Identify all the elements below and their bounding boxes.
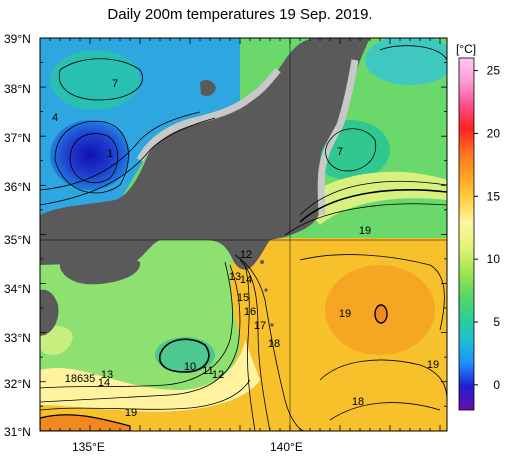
colorbar-scale [458, 57, 475, 411]
lat-label: 39°N [4, 32, 31, 46]
map-title: Daily 200m temperatures 19 Sep. 2019. [107, 6, 373, 23]
transition-band [40, 340, 260, 412]
lat-label: 34°N [4, 282, 31, 296]
lat-label: 32°N [4, 377, 31, 391]
contour-label: 19 [339, 308, 351, 320]
no-data-fringe-east [317, 59, 359, 216]
colorbar-tick-label: 25 [487, 64, 501, 78]
colorbar-unit: [°C] [456, 42, 476, 56]
contour-label: 18635 [65, 373, 96, 385]
contour-label: 14 [240, 274, 252, 286]
cold-eddy [155, 337, 215, 373]
contour-label: 18 [268, 338, 280, 350]
colorbar-tick-label: 20 [487, 126, 501, 140]
contour-label: 14 [98, 377, 110, 389]
lat-axis: 39°N 38°N 37°N 36°N 35°N 34°N 33°N 32°N … [4, 32, 31, 439]
colorbar-tick-label: 10 [487, 252, 501, 266]
land-izu-1 [260, 260, 264, 264]
lat-label: 37°N [4, 131, 31, 145]
land-honshu [40, 38, 355, 270]
contour-label: 12 [212, 369, 224, 381]
colorbar: [°C] 25 20 15 10 5 0 [456, 42, 501, 411]
small-eddy [40, 325, 73, 355]
lat-label: 35°N [4, 233, 31, 247]
lat-label: 38°N [4, 82, 31, 96]
contour-label: 1 [107, 148, 113, 160]
colorbar-tick-label: 5 [493, 315, 500, 329]
lat-label: 36°N [4, 180, 31, 194]
contour-lines [40, 45, 447, 431]
land-izu-3 [270, 323, 274, 327]
contour-label: 19 [427, 359, 439, 371]
contour-label: 10 [184, 361, 196, 373]
contour-label: 4 [52, 112, 58, 124]
contour-label: 19 [125, 407, 137, 419]
front-band [300, 171, 447, 225]
lat-label: 31°N [4, 425, 31, 439]
lon-axis: 135°E 140°E [72, 440, 303, 454]
lat-label: 33°N [4, 331, 31, 345]
lon-label: 135°E [72, 440, 105, 454]
no-data-fringe [136, 67, 281, 162]
contour-label: 13 [229, 271, 241, 283]
contour-label: 15 [237, 292, 249, 304]
land-island [200, 80, 216, 96]
axis-ticks [39, 37, 447, 432]
colorbar-tick-label: 0 [493, 378, 500, 392]
lon-label: 140°E [270, 440, 303, 454]
land-kyushu [40, 289, 59, 336]
warm-eddy-center [374, 304, 388, 324]
land-izu-2 [264, 288, 268, 292]
cool-patch-north [365, 38, 447, 85]
graticule [40, 38, 447, 431]
contour-label: 7 [337, 146, 343, 158]
colorbar-tick-label: 15 [487, 189, 501, 203]
contour-label: 17 [254, 320, 266, 332]
contour-label: 12 [240, 249, 252, 261]
contour-label: 18 [352, 396, 364, 408]
contour-label: 11 [202, 365, 213, 377]
contour-label: 16 [244, 306, 256, 318]
contour-label: 19 [359, 225, 371, 237]
contour-label: 7 [112, 78, 118, 90]
map-area [40, 38, 447, 431]
land-shikoku [60, 254, 141, 285]
contour-label: 13 [101, 369, 113, 381]
